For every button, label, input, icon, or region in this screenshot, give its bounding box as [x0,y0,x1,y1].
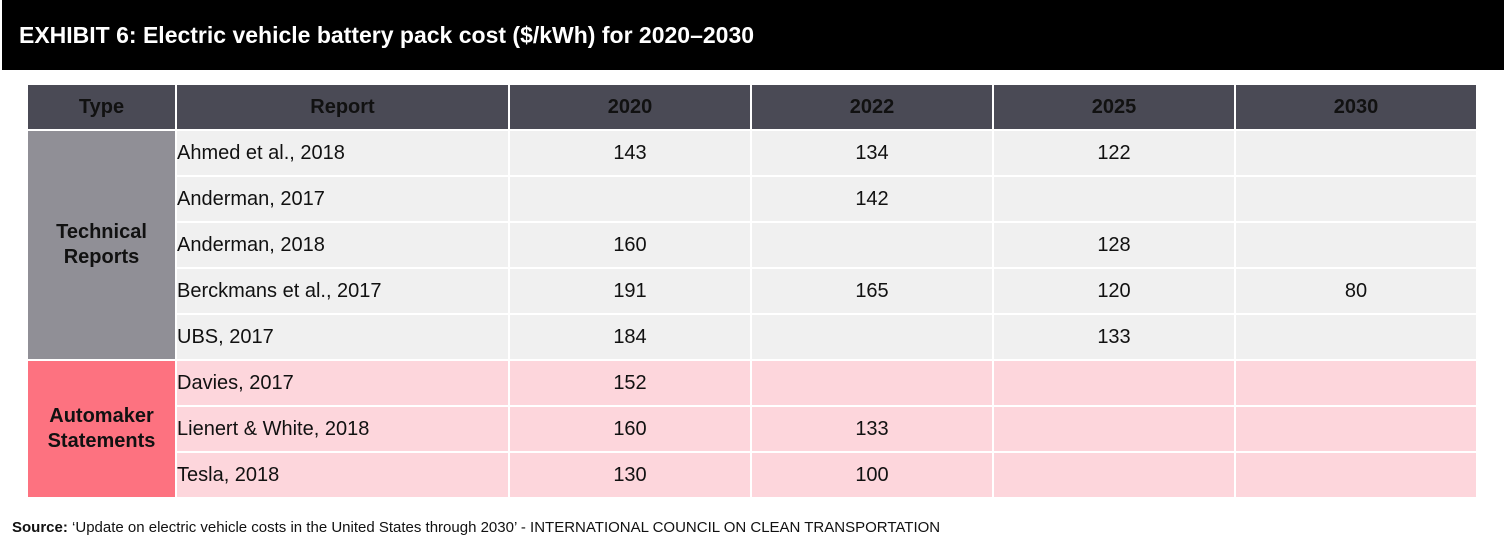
header-2020: 2020 [510,85,750,129]
value-2025-cell [994,407,1234,451]
report-cell: Anderman, 2017 [177,177,508,221]
table-header-row: Type Report 2020 2022 2025 2030 [28,85,1476,129]
value-2030-cell: 80 [1236,269,1476,313]
header-type: Type [28,85,175,129]
battery-cost-table: Type Report 2020 2022 2025 2030 Technica… [26,83,1478,499]
source-label: Source: [12,519,68,536]
report-cell: Tesla, 2018 [177,453,508,497]
exhibit-title: EXHIBIT 6: Electric vehicle battery pack… [2,0,1504,70]
value-2020-cell: 160 [510,407,750,451]
value-2022-cell [752,361,992,405]
header-report: Report [177,85,508,129]
type-label-line1: Technical [56,221,147,243]
value-2020-cell: 143 [510,131,750,175]
table-row: Lienert & White, 2018 160 133 [28,407,1476,451]
value-2020-cell: 152 [510,361,750,405]
table-row: Technical Reports Ahmed et al., 2018 143… [28,131,1476,359]
value-2025-cell: 120 [994,269,1234,313]
value-2025-cell [994,453,1234,497]
value-2025-cell: 122 [994,131,1234,175]
value-2025-cell: 128 [994,223,1234,267]
header-2022: 2022 [752,85,992,129]
table-row: Tesla, 2018 130 100 [28,453,1476,497]
type-label-line2: Reports [63,246,140,268]
table-row: Anderman, 2017 142 [28,177,1476,221]
value-2030-cell [1236,131,1476,175]
source-text: ‘Update on electric vehicle costs in the… [67,519,941,536]
value-2025-cell: 133 [994,315,1234,359]
report-cell: Ahmed et al., 2018 [177,131,508,175]
table-row: Automaker Statements Davies, 2017 152 [28,361,1476,497]
table-row: UBS, 2017 184 133 [28,315,1476,359]
table-row: Anderman, 2018 160 128 [28,223,1476,267]
value-2022-cell: 133 [752,407,992,451]
value-2022-cell [752,315,992,359]
value-2020-cell: 130 [510,453,750,497]
value-2030-cell [1236,407,1476,451]
value-2025-cell [994,177,1234,221]
value-2030-cell [1236,361,1476,405]
type-group-technical-reports: Technical Reports [28,131,175,359]
header-2030: 2030 [1236,85,1476,129]
value-2030-cell [1236,315,1476,359]
value-2030-cell [1236,453,1476,497]
type-label-line2: Statements [47,430,156,452]
report-cell: Davies, 2017 [177,361,508,405]
value-2020-cell: 160 [510,223,750,267]
value-2020-cell [510,177,750,221]
report-cell: Berckmans et al., 2017 [177,269,508,313]
table-row: Berckmans et al., 2017 191 165 120 80 [28,269,1476,313]
value-2020-cell: 191 [510,269,750,313]
value-2022-cell: 100 [752,453,992,497]
report-cell: Lienert & White, 2018 [177,407,508,451]
value-2022-cell: 165 [752,269,992,313]
value-2022-cell [752,223,992,267]
value-2020-cell: 184 [510,315,750,359]
value-2030-cell [1236,223,1476,267]
value-2022-cell: 142 [752,177,992,221]
type-label-line1: Automaker [49,405,154,427]
value-2022-cell: 134 [752,131,992,175]
report-cell: Anderman, 2018 [177,223,508,267]
source-note: Source: ‘Update on electric vehicle cost… [12,519,940,536]
value-2030-cell [1236,177,1476,221]
header-2025: 2025 [994,85,1234,129]
value-2025-cell [994,361,1234,405]
type-group-automaker-statements: Automaker Statements [28,361,175,497]
report-cell: UBS, 2017 [177,315,508,359]
